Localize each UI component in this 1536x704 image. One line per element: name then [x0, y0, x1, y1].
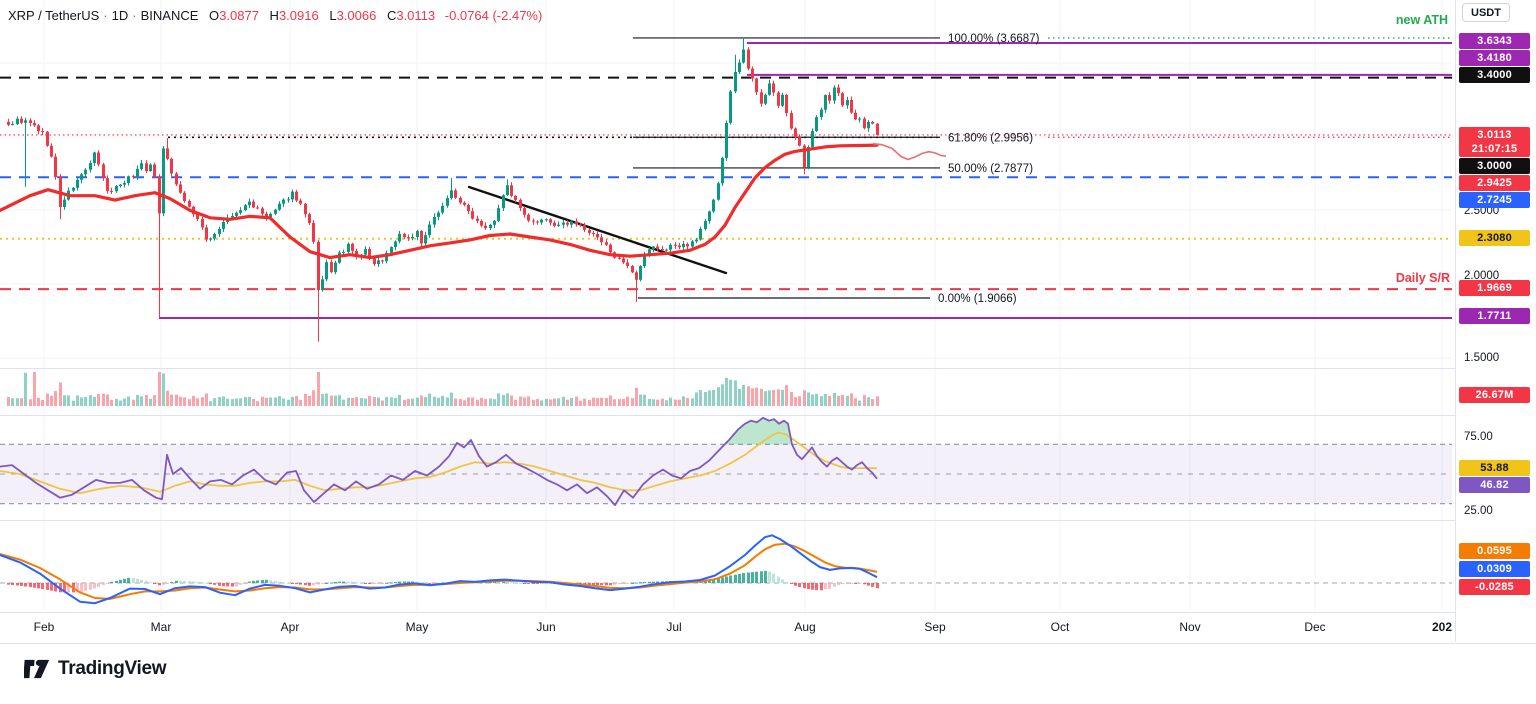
low-label: L	[329, 8, 337, 23]
price-axis-tick: 1.5000	[1464, 352, 1500, 364]
open-label: O	[209, 8, 220, 23]
price-axis-tick: 2.0000	[1464, 270, 1500, 282]
price-scale-label: 3.4000	[1459, 67, 1530, 83]
time-axis-label: Sep	[924, 620, 946, 634]
price-scale-label: 26.67M	[1459, 387, 1530, 403]
low-value: 3.0066	[336, 8, 377, 23]
change-value: -0.0764 (-2.47%)	[444, 8, 543, 23]
timeframe-selector[interactable]: 1D	[111, 8, 129, 23]
chart-area[interactable]: 100.00% (3.6687) 61.80% (2.9956) 50.00% (2…	[0, 0, 1455, 612]
tradingview-logo-text: TradingView	[58, 658, 167, 679]
price-scale-label: 2.9425	[1459, 175, 1530, 191]
price-axis-tick: 2.5000	[1464, 205, 1500, 217]
price-scale-label: 1.7711	[1459, 308, 1530, 324]
exchange-label[interactable]: BINANCE	[140, 8, 199, 23]
tradingview-logo-icon	[24, 659, 50, 679]
close-label: C	[386, 8, 397, 23]
separator-dot: ·	[132, 8, 137, 23]
fib-level-label: 50.00% (2.7877)	[948, 163, 1033, 175]
price-scale-label: 3.6343	[1459, 33, 1530, 49]
separator-dot: ·	[103, 8, 108, 23]
symbol-title[interactable]: XRP / TetherUS	[8, 8, 100, 23]
time-axis[interactable]: Feb Mar Apr May Jun Jul Aug Sep Oct Nov Dec 202	[0, 612, 1536, 644]
high-value: 3.0916	[278, 8, 319, 23]
time-axis-label: Feb	[33, 620, 55, 634]
price-scale-label: 1.9669	[1459, 280, 1530, 296]
fib-level-label: 100.00% (3.6687)	[948, 33, 1040, 45]
price-scale-label: -0.0285	[1459, 579, 1530, 595]
fib-level-label: 61.80% (2.9956)	[948, 132, 1033, 144]
price-scale-label: 2.7245	[1459, 192, 1530, 208]
tradingview-logo[interactable]: TradingView	[24, 657, 167, 681]
time-axis-label: Nov	[1179, 620, 1201, 634]
price-scale-label: 0.0595	[1459, 543, 1530, 559]
price-axis-tick: 75.00	[1464, 431, 1493, 443]
fib-level-label: 0.00% (1.9066)	[938, 293, 1017, 305]
price-scale-label: 53.88	[1459, 460, 1530, 476]
price-axis[interactable]: USDT 2.5000 2.0000 1.5000 75.00 25.00 3.6343 3…	[1455, 0, 1536, 642]
price-scale-label: 2.3080	[1459, 230, 1530, 246]
open-value: 3.0877	[219, 8, 259, 23]
time-axis-label: Jun	[536, 620, 556, 634]
symbol-header[interactable]: XRP / TetherUS · 1D · BINANCE O3.0877 H3.091…	[8, 8, 542, 23]
time-axis-label: Dec	[1304, 620, 1326, 634]
high-label: H	[269, 8, 279, 23]
time-axis-label: Aug	[794, 620, 816, 634]
time-axis-label: Mar	[150, 620, 172, 634]
time-axis-label: Jul	[666, 620, 682, 634]
time-axis-label: Apr	[280, 620, 300, 634]
daily-sr-annotation: Daily S/R	[1395, 271, 1450, 285]
price-scale-label: 3.4180	[1459, 50, 1530, 66]
time-axis-label: Oct	[1050, 620, 1070, 634]
price-scale-label: 3.0000	[1459, 158, 1530, 174]
price-scale-label: 3.0113 21:07:15	[1459, 127, 1530, 157]
time-axis-label: 202	[1431, 620, 1453, 634]
time-axis-label: May	[405, 620, 429, 634]
new-ath-annotation: new ATH	[1395, 13, 1448, 27]
price-scale-label: 0.0309	[1459, 561, 1530, 577]
price-scale-label: 46.82	[1459, 477, 1530, 493]
chart-canvas[interactable]: 100.00% (3.6687) 61.80% (2.9956) 50.00% (2…	[0, 0, 1455, 612]
usdt-currency-button[interactable]: USDT	[1462, 3, 1510, 22]
close-value: 3.0113	[396, 8, 436, 23]
price-axis-tick: 25.00	[1464, 505, 1493, 517]
